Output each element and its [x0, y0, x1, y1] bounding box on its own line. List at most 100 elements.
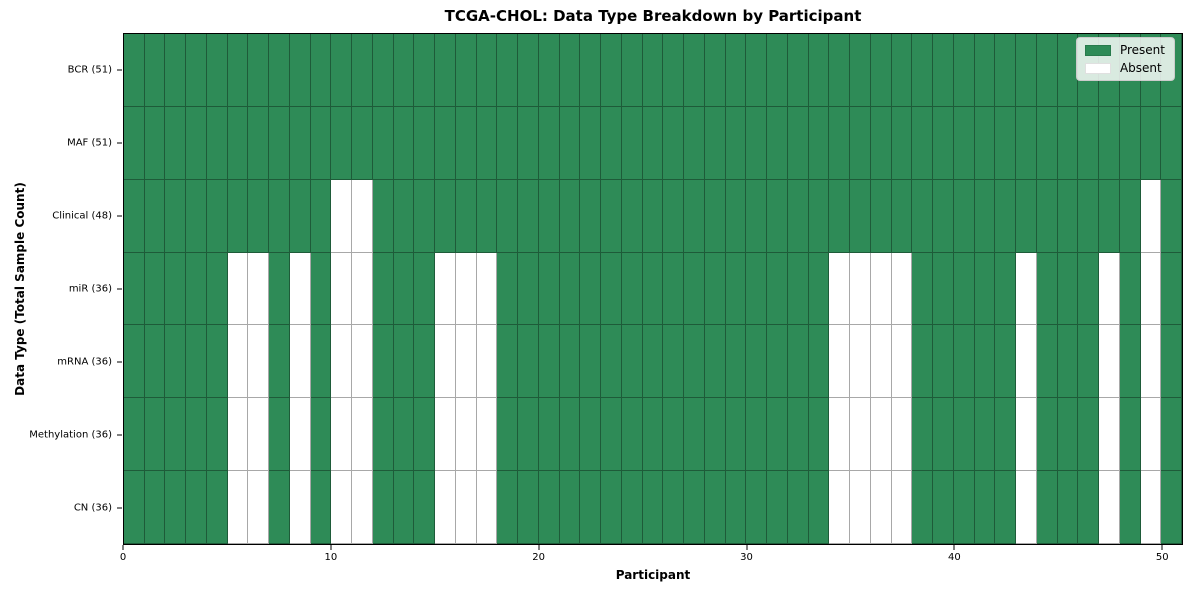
plot-area: Present Absent [123, 33, 1183, 545]
heatmap-cell [248, 471, 270, 544]
heatmap-cell [372, 471, 394, 544]
heatmap-cell [621, 471, 643, 544]
heatmap-cell [538, 179, 560, 253]
heatmap-cell [414, 471, 436, 544]
heatmap-cell [352, 252, 373, 326]
heatmap-cell [850, 398, 871, 472]
heatmap-cell [497, 106, 519, 180]
heatmap-cell [1078, 106, 1100, 180]
heatmap-cell [455, 34, 477, 107]
heatmap-cell [1161, 252, 1182, 326]
heatmap-cell [455, 106, 477, 180]
heatmap-cell [995, 471, 1017, 544]
heatmap-cell [124, 179, 145, 253]
heatmap-cell [974, 471, 996, 544]
heatmap-cell [186, 179, 207, 253]
heatmap-cell [331, 398, 353, 472]
heatmap-cell [642, 252, 664, 326]
heatmap-cell [621, 398, 643, 472]
heatmap-cell [538, 398, 560, 472]
heatmap-cell [310, 252, 332, 326]
heatmap-cell [1036, 398, 1058, 472]
heatmap-cell [974, 34, 996, 107]
heatmap-cell [621, 325, 643, 399]
heatmap-cell [1078, 471, 1100, 544]
heatmap-cell [580, 106, 602, 180]
heatmap-cell [289, 325, 311, 399]
heatmap-cell [787, 106, 809, 180]
heatmap-cell [912, 252, 934, 326]
heatmap-cell [912, 34, 934, 107]
heatmap-cell [601, 34, 622, 107]
heatmap-cell [767, 398, 788, 472]
legend-swatch-present-icon [1084, 44, 1111, 56]
heatmap-cell [1119, 252, 1141, 326]
x-tick-label: 50 [1155, 552, 1169, 563]
heatmap-cell [352, 179, 373, 253]
heatmap-cell [455, 471, 477, 544]
y-tick-mark [117, 215, 122, 217]
heatmap-cell [933, 34, 954, 107]
heatmap-cell [663, 471, 685, 544]
heatmap-cell [227, 325, 249, 399]
heatmap-cell [995, 325, 1017, 399]
heatmap-cell [393, 106, 415, 180]
heatmap-cell [435, 179, 456, 253]
heatmap-cell [352, 325, 373, 399]
x-tick-label: 0 [119, 552, 127, 563]
heatmap-cell [476, 252, 498, 326]
y-tick-label: Methylation (36) [29, 429, 112, 441]
heatmap-cell [227, 471, 249, 544]
heatmap-cell [1161, 471, 1182, 544]
heatmap-cell [663, 106, 685, 180]
heatmap-cell [642, 398, 664, 472]
heatmap-cell [1036, 106, 1058, 180]
heatmap-cell [953, 106, 975, 180]
heatmap-cell [870, 398, 892, 472]
heatmap-cell [891, 471, 913, 544]
heatmap-cell [767, 471, 788, 544]
heatmap-cell [310, 325, 332, 399]
heatmap-cell [995, 252, 1017, 326]
heatmap-cell [186, 106, 207, 180]
heatmap-cell [787, 34, 809, 107]
heatmap-cell [435, 252, 456, 326]
y-tick-mark [117, 507, 122, 509]
legend-label-present: Present [1119, 43, 1165, 57]
heatmap-cell [953, 325, 975, 399]
heatmap-cell [1119, 471, 1141, 544]
heatmap-cell [933, 252, 954, 326]
heatmap-cell [601, 325, 622, 399]
heatmap-cell [704, 106, 726, 180]
heatmap-cell [601, 252, 622, 326]
heatmap-cell [621, 34, 643, 107]
heatmap-cell [1140, 325, 1162, 399]
heatmap-cell [953, 179, 975, 253]
heatmap-cell [891, 325, 913, 399]
heatmap-cell [559, 471, 581, 544]
heatmap-cell [538, 471, 560, 544]
heatmap-cell [808, 106, 830, 180]
heatmap-cell [746, 252, 768, 326]
heatmap-cell [1140, 179, 1162, 253]
heatmap-cell [850, 106, 871, 180]
y-tick-mark [117, 434, 122, 436]
heatmap-cell [767, 34, 788, 107]
heatmap-cell [165, 398, 187, 472]
heatmap-cell [1036, 471, 1058, 544]
heatmap-cell [414, 106, 436, 180]
heatmap-cell [746, 325, 768, 399]
heatmap-cell [518, 325, 539, 399]
heatmap-cell [248, 34, 270, 107]
heatmap-cell [642, 471, 664, 544]
heatmap-cell [829, 179, 851, 253]
heatmap-cell [518, 398, 539, 472]
heatmap-cell [269, 471, 290, 544]
heatmap-cell [787, 471, 809, 544]
heatmap-cell [144, 252, 166, 326]
heatmap-cell [248, 398, 270, 472]
heatmap-cell [414, 325, 436, 399]
heatmap-cell [227, 398, 249, 472]
heatmap-cell [580, 252, 602, 326]
heatmap-cell [289, 179, 311, 253]
